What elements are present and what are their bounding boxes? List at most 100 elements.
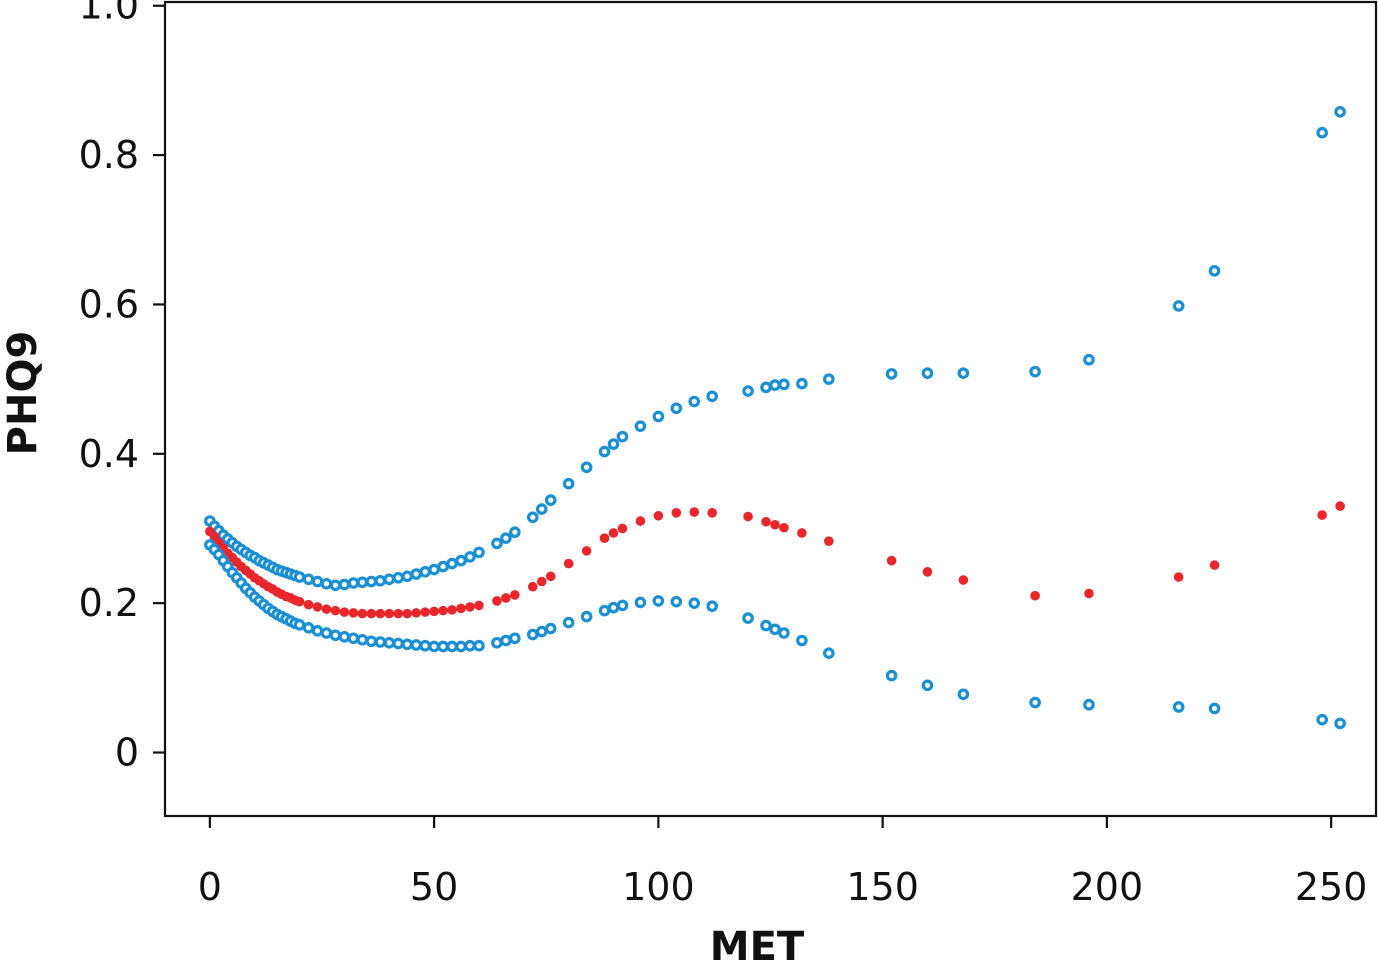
point-lower [535, 625, 548, 638]
y-tick-label: 0.8 [79, 133, 139, 177]
point-upper [580, 461, 593, 474]
point-estimate [581, 546, 592, 556]
point-upper [957, 367, 970, 379]
point-lower [419, 639, 431, 652]
point-estimate [447, 605, 457, 615]
data-points [204, 105, 1346, 730]
point-estimate [1084, 588, 1094, 599]
point-upper [526, 511, 539, 524]
point-lower [365, 635, 378, 648]
point-lower [491, 636, 503, 649]
series-estimate [205, 501, 1345, 619]
point-estimate [303, 599, 314, 610]
series-lower [204, 539, 1346, 730]
point-upper [544, 494, 557, 506]
point-upper [1334, 105, 1346, 118]
point-estimate [384, 608, 395, 619]
y-tick-label: 1.0 [79, 0, 139, 28]
point-lower [598, 604, 611, 617]
point-lower [957, 688, 970, 701]
point-upper [302, 573, 315, 586]
point-upper [311, 575, 324, 588]
point-upper [616, 430, 629, 443]
point-estimate [375, 608, 386, 619]
point-estimate [411, 608, 421, 618]
point-estimate [456, 603, 466, 614]
point-upper [428, 563, 440, 576]
point-lower [347, 632, 360, 645]
point-upper [437, 560, 449, 573]
series-upper [204, 105, 1346, 592]
point-upper [383, 573, 396, 586]
point-lower [562, 616, 575, 629]
y-tick-label: 0.4 [79, 432, 139, 476]
point-estimate [348, 608, 359, 618]
point-estimate [958, 575, 969, 585]
x-tick-label: 150 [846, 865, 919, 909]
point-lower [509, 632, 521, 645]
point-estimate [465, 602, 475, 612]
point-estimate [393, 608, 404, 619]
point-lower [634, 596, 647, 609]
point-estimate [599, 533, 610, 543]
point-lower [446, 640, 458, 653]
point-estimate [1030, 590, 1040, 601]
point-lower [796, 634, 808, 647]
point-lower [329, 629, 342, 642]
point-estimate [563, 558, 574, 569]
point-upper [688, 395, 701, 408]
point-estimate [402, 608, 413, 619]
point-estimate [617, 523, 628, 534]
point-upper [401, 570, 413, 583]
point-upper [356, 576, 369, 589]
y-axis-title: PHQ9 [0, 331, 46, 456]
point-lower [760, 619, 772, 632]
point-upper [885, 368, 898, 380]
point-estimate [510, 590, 520, 600]
point-lower [428, 640, 440, 653]
point-lower [769, 623, 781, 636]
point-lower [742, 612, 754, 624]
point-estimate [438, 605, 448, 616]
point-upper [742, 385, 754, 397]
point-upper [652, 410, 665, 423]
x-tick-label: 100 [622, 865, 695, 909]
point-estimate [330, 605, 341, 616]
point-upper [392, 571, 405, 584]
point-estimate [1335, 501, 1345, 511]
point-estimate [545, 571, 556, 582]
point-lower [455, 640, 467, 653]
point-lower [302, 622, 315, 634]
point-upper [796, 377, 808, 390]
point-upper [374, 574, 387, 587]
point-lower [616, 599, 629, 612]
point-upper [320, 577, 333, 590]
point-estimate [761, 516, 771, 527]
point-estimate [886, 555, 897, 566]
point-lower [392, 637, 405, 650]
point-estimate [671, 508, 682, 518]
point-lower [374, 636, 387, 648]
point-lower [1316, 713, 1328, 726]
point-upper [446, 557, 458, 570]
point-estimate [1173, 572, 1184, 582]
x-axis-title: MET [710, 924, 805, 969]
point-upper [473, 546, 485, 559]
point-estimate [922, 567, 933, 577]
plot-frame [163, 0, 1378, 818]
point-estimate [366, 608, 377, 619]
x-tick-label: 200 [1071, 865, 1144, 909]
point-estimate [501, 593, 511, 603]
point-upper [338, 578, 351, 591]
point-estimate [357, 608, 368, 619]
point-lower [1172, 701, 1185, 713]
point-estimate [707, 508, 717, 518]
point-upper [823, 373, 835, 385]
point-estimate [689, 507, 700, 517]
point-upper [1083, 353, 1095, 366]
point-lower [1029, 696, 1041, 709]
point-lower [921, 679, 934, 692]
point-estimate [492, 596, 502, 606]
point-estimate [824, 536, 834, 546]
point-lower [706, 600, 718, 612]
